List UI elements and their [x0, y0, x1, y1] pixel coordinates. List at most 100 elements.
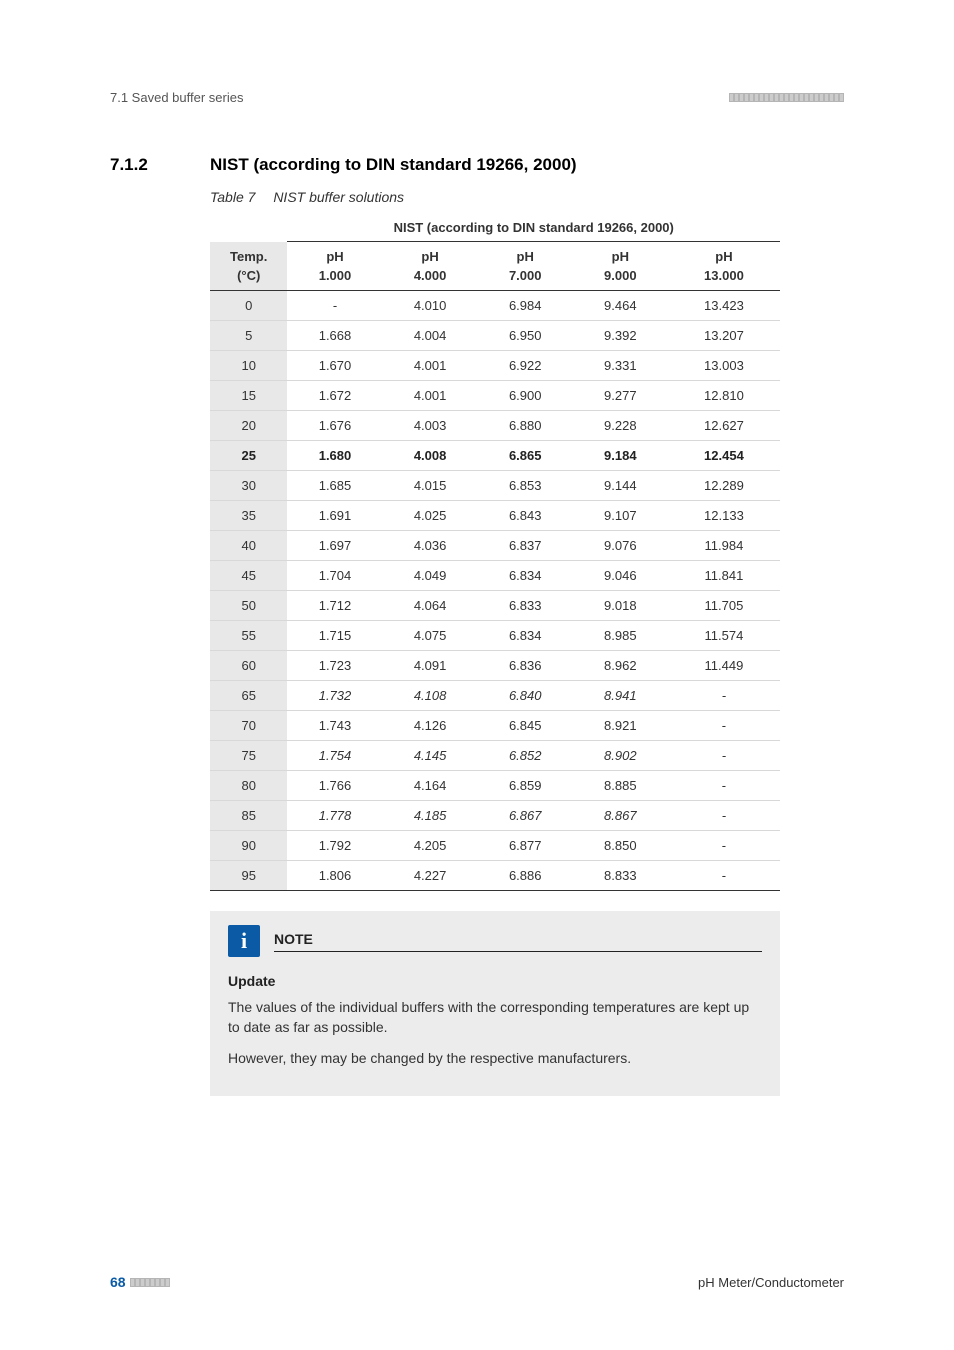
- table-body: 0-4.0106.9849.46413.42351.6684.0046.9509…: [210, 291, 780, 891]
- cell-value: 8.850: [573, 831, 668, 861]
- page-number: 68: [110, 1274, 170, 1290]
- col-ph-value: 9.000: [573, 266, 668, 291]
- cell-value: -: [668, 711, 780, 741]
- cell-value: 9.018: [573, 591, 668, 621]
- cell-value: 8.902: [573, 741, 668, 771]
- footer-decor: [130, 1278, 170, 1287]
- note-paragraph: However, they may be changed by the resp…: [228, 1048, 762, 1068]
- table-row: 0-4.0106.9849.46413.423: [210, 291, 780, 321]
- cell-value: 6.880: [478, 411, 573, 441]
- table-row: 401.6974.0366.8379.07611.984: [210, 531, 780, 561]
- table-caption-label: Table 7: [210, 189, 255, 205]
- cell-value: 6.859: [478, 771, 573, 801]
- table-row: 451.7044.0496.8349.04611.841: [210, 561, 780, 591]
- cell-value: 8.921: [573, 711, 668, 741]
- cell-value: 6.984: [478, 291, 573, 321]
- cell-value: -: [668, 801, 780, 831]
- cell-value: 4.126: [383, 711, 478, 741]
- table-row: 751.7544.1456.8528.902-: [210, 741, 780, 771]
- table-row: 601.7234.0916.8368.96211.449: [210, 651, 780, 681]
- col-temp-label: Temp.: [210, 242, 287, 267]
- cell-value: 4.075: [383, 621, 478, 651]
- cell-temp: 50: [210, 591, 287, 621]
- cell-value: 1.712: [287, 591, 382, 621]
- cell-value: 6.843: [478, 501, 573, 531]
- table-super-header: NIST (according to DIN standard 19266, 2…: [287, 213, 780, 242]
- cell-value: 9.144: [573, 471, 668, 501]
- cell-value: 4.185: [383, 801, 478, 831]
- col-ph-value: 1.000: [287, 266, 382, 291]
- cell-value: 6.834: [478, 621, 573, 651]
- cell-value: 4.036: [383, 531, 478, 561]
- section-title: NIST (according to DIN standard 19266, 2…: [210, 155, 577, 175]
- page-number-value: 68: [110, 1274, 126, 1290]
- cell-temp: 40: [210, 531, 287, 561]
- cell-value: 12.454: [668, 441, 780, 471]
- cell-temp: 10: [210, 351, 287, 381]
- table-row: 651.7324.1086.8408.941-: [210, 681, 780, 711]
- cell-value: 1.778: [287, 801, 382, 831]
- cell-value: -: [668, 861, 780, 891]
- cell-value: 4.164: [383, 771, 478, 801]
- cell-temp: 5: [210, 321, 287, 351]
- cell-value: 11.984: [668, 531, 780, 561]
- cell-temp: 75: [210, 741, 287, 771]
- footer-label: pH Meter/Conductometer: [698, 1275, 844, 1290]
- cell-value: 4.227: [383, 861, 478, 891]
- table-row: 851.7784.1856.8678.867-: [210, 801, 780, 831]
- page-footer: 68 pH Meter/Conductometer: [110, 1274, 844, 1290]
- section-number: 7.1.2: [110, 155, 180, 175]
- cell-temp: 25: [210, 441, 287, 471]
- cell-value: 8.985: [573, 621, 668, 651]
- cell-temp: 70: [210, 711, 287, 741]
- table-row: 201.6764.0036.8809.22812.627: [210, 411, 780, 441]
- cell-value: 12.810: [668, 381, 780, 411]
- note-box: i NOTE Update The values of the individu…: [210, 911, 780, 1096]
- cell-value: 6.834: [478, 561, 573, 591]
- cell-value: 6.877: [478, 831, 573, 861]
- col-ph-value: 7.000: [478, 266, 573, 291]
- table-row: 51.6684.0046.9509.39213.207: [210, 321, 780, 351]
- note-title: NOTE: [274, 931, 762, 952]
- cell-value: 6.865: [478, 441, 573, 471]
- cell-value: 4.008: [383, 441, 478, 471]
- cell-temp: 45: [210, 561, 287, 591]
- cell-value: 4.064: [383, 591, 478, 621]
- table-row: 301.6854.0156.8539.14412.289: [210, 471, 780, 501]
- section-heading: 7.1.2 NIST (according to DIN standard 19…: [110, 155, 844, 175]
- cell-value: 4.001: [383, 351, 478, 381]
- cell-temp: 30: [210, 471, 287, 501]
- cell-value: 8.833: [573, 861, 668, 891]
- cell-value: 12.289: [668, 471, 780, 501]
- header-left: 7.1 Saved buffer series: [110, 90, 243, 105]
- cell-temp: 55: [210, 621, 287, 651]
- cell-value: 1.754: [287, 741, 382, 771]
- cell-value: 1.680: [287, 441, 382, 471]
- cell-value: 13.423: [668, 291, 780, 321]
- cell-value: 1.704: [287, 561, 382, 591]
- page-header: 7.1 Saved buffer series: [110, 90, 844, 105]
- cell-value: 6.853: [478, 471, 573, 501]
- table-row: 551.7154.0756.8348.98511.574: [210, 621, 780, 651]
- table-row: 801.7664.1646.8598.885-: [210, 771, 780, 801]
- col-ph-label: pH: [478, 242, 573, 267]
- cell-value: 9.331: [573, 351, 668, 381]
- note-paragraph: The values of the individual buffers wit…: [228, 997, 762, 1038]
- col-ph-value: 4.000: [383, 266, 478, 291]
- cell-value: 4.049: [383, 561, 478, 591]
- cell-value: 6.840: [478, 681, 573, 711]
- cell-value: 13.207: [668, 321, 780, 351]
- cell-value: 8.867: [573, 801, 668, 831]
- cell-value: 1.697: [287, 531, 382, 561]
- table-row: 351.6914.0256.8439.10712.133: [210, 501, 780, 531]
- col-temp-unit: (°C): [210, 266, 287, 291]
- table-row: 701.7434.1266.8458.921-: [210, 711, 780, 741]
- cell-temp: 80: [210, 771, 287, 801]
- table-row: 901.7924.2056.8778.850-: [210, 831, 780, 861]
- table-row: 151.6724.0016.9009.27712.810: [210, 381, 780, 411]
- cell-value: 11.705: [668, 591, 780, 621]
- cell-value: -: [668, 681, 780, 711]
- table-row: 501.7124.0646.8339.01811.705: [210, 591, 780, 621]
- cell-value: 6.900: [478, 381, 573, 411]
- cell-value: 6.845: [478, 711, 573, 741]
